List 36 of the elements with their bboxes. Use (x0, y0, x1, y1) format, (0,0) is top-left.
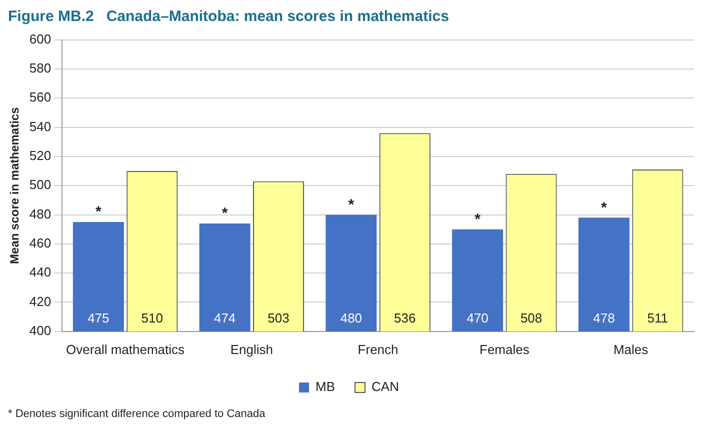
x-tick-label: French (358, 342, 398, 357)
y-tick-label: 580 (29, 60, 52, 76)
annotation: * (474, 210, 481, 228)
y-tick-label: 540 (29, 118, 52, 134)
y-tick-label: 600 (29, 31, 52, 46)
data-label: 503 (268, 310, 290, 326)
y-tick-label: 520 (29, 148, 52, 164)
data-label: 475 (88, 310, 110, 326)
data-label: 478 (593, 310, 615, 326)
y-tick-label: 460 (29, 236, 52, 250)
x-tick-label: Overall mathematics (66, 342, 186, 357)
x-tick-label: Females (479, 342, 530, 357)
annotation: * (601, 199, 608, 216)
annotation: * (96, 204, 102, 221)
y-tick-label: 420 (29, 294, 52, 309)
data-label: 480 (340, 310, 362, 326)
y-tick-label: 440 (29, 264, 52, 280)
data-label: 510 (141, 310, 163, 326)
data-label: 470 (466, 310, 488, 326)
x-tick-label: Males (613, 342, 649, 357)
y-axis-title: Mean score in mathematics (8, 106, 22, 264)
legend-label: CAN (372, 379, 399, 394)
legend-label: MB (316, 379, 336, 394)
data-label: 474 (214, 310, 236, 326)
data-label: 508 (520, 310, 542, 326)
text: * Denotes significant difference compared to Canada (7, 407, 266, 422)
annotation: * (222, 205, 228, 222)
x-tick-label: English (230, 342, 273, 357)
data-label: 511 (647, 310, 668, 326)
y-tick-label: 500 (29, 177, 52, 192)
y-tick-label: 560 (29, 90, 52, 105)
annotation: * (348, 196, 354, 214)
data-label: 536 (394, 310, 416, 326)
y-tick-label: 400 (29, 322, 52, 338)
chart-title: Figure MB.2 Canada–Manitoba: mean scores in mathematics (7, 7, 450, 27)
y-tick-label: 480 (29, 206, 52, 222)
